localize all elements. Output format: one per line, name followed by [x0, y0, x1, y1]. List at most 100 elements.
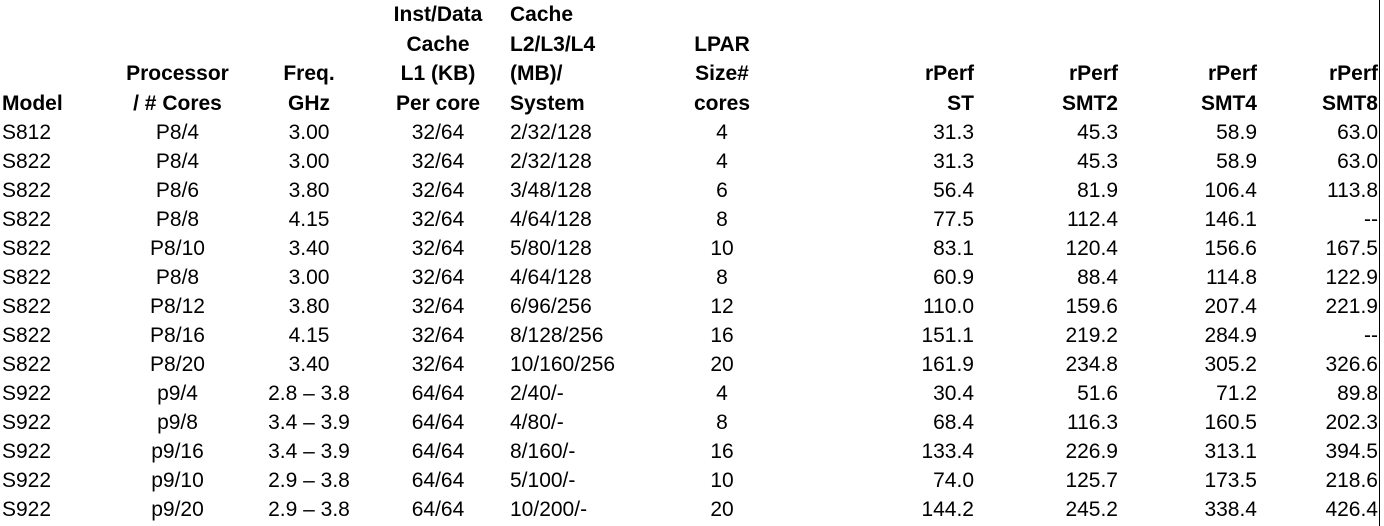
cell-cache[interactable]: 10/160/256: [510, 353, 616, 376]
cell-cache[interactable]: 6/96/256: [510, 295, 592, 318]
cell-smt4[interactable]: 114.8: [1206, 266, 1257, 289]
cell-smt2[interactable]: 45.3: [1077, 150, 1118, 173]
cell-smt8[interactable]: 63.0: [1337, 121, 1378, 144]
cell-processor[interactable]: p9/16: [151, 440, 204, 463]
cell-model[interactable]: S922: [2, 382, 52, 405]
cell-l1[interactable]: 32/64: [411, 295, 465, 318]
cell-smt8[interactable]: 63.0: [1337, 150, 1378, 173]
cell-smt2[interactable]: 226.9: [1065, 440, 1118, 463]
cell-processor[interactable]: p9/4: [157, 382, 198, 405]
cell-lpar[interactable]: 4: [716, 150, 728, 173]
cell-model[interactable]: S822: [2, 150, 52, 173]
cell-freq[interactable]: 2.9 – 3.8: [268, 498, 350, 521]
cell-lpar[interactable]: 8: [716, 411, 728, 434]
cell-lpar[interactable]: 4: [716, 121, 728, 144]
cell-smt8[interactable]: 394.5: [1325, 440, 1378, 463]
cell-l1[interactable]: 32/64: [411, 121, 465, 144]
cell-st[interactable]: 77.5: [933, 208, 974, 231]
cell-l1[interactable]: 32/64: [411, 208, 465, 231]
cell-st[interactable]: 30.4: [933, 382, 974, 405]
cell-st[interactable]: 31.3: [933, 121, 974, 144]
cell-cache[interactable]: 10/200/-: [510, 498, 588, 521]
cell-model[interactable]: S822: [2, 266, 52, 289]
cell-processor[interactable]: p9/10: [151, 469, 204, 492]
cell-smt2[interactable]: 88.4: [1077, 266, 1118, 289]
cell-l1[interactable]: 32/64: [411, 324, 465, 347]
cell-l1[interactable]: 64/64: [411, 469, 465, 492]
cell-model[interactable]: S822: [2, 208, 52, 231]
cell-cache[interactable]: 4/80/-: [510, 411, 564, 434]
cell-cache[interactable]: 2/40/-: [510, 382, 564, 405]
cell-smt2[interactable]: 45.3: [1077, 121, 1118, 144]
cell-l1[interactable]: 32/64: [411, 237, 465, 260]
cell-st[interactable]: 133.4: [921, 440, 974, 463]
cell-freq[interactable]: 4.15: [288, 208, 330, 231]
cell-smt8[interactable]: 218.6: [1325, 469, 1378, 492]
cell-freq[interactable]: 3.00: [288, 266, 330, 289]
cell-smt4[interactable]: 207.4: [1204, 295, 1257, 318]
cell-smt4[interactable]: 338.4: [1204, 498, 1257, 521]
cell-model[interactable]: S822: [2, 179, 52, 202]
cell-processor[interactable]: P8/10: [150, 237, 205, 260]
cell-smt2[interactable]: 234.8: [1065, 353, 1118, 376]
cell-freq[interactable]: 3.4 – 3.9: [268, 440, 350, 463]
cell-lpar[interactable]: 10: [710, 237, 734, 260]
cell-freq[interactable]: 3.40: [288, 237, 330, 260]
cell-smt8[interactable]: --: [1364, 208, 1378, 231]
cell-model[interactable]: S922: [2, 498, 52, 521]
cell-st[interactable]: 68.4: [933, 411, 974, 434]
cell-smt2[interactable]: 245.2: [1065, 498, 1118, 521]
cell-smt2[interactable]: 116.3: [1067, 411, 1118, 434]
cell-l1[interactable]: 32/64: [411, 150, 465, 173]
cell-l1[interactable]: 64/64: [411, 411, 465, 434]
cell-processor[interactable]: P8/8: [155, 208, 200, 231]
cell-lpar[interactable]: 10: [710, 469, 734, 492]
cell-cache[interactable]: 5/80/128: [510, 237, 592, 260]
cell-processor[interactable]: p9/20: [151, 498, 204, 521]
cell-smt8[interactable]: --: [1364, 324, 1378, 347]
cell-lpar[interactable]: 4: [716, 382, 728, 405]
cell-smt2[interactable]: 51.6: [1077, 382, 1118, 405]
cell-model[interactable]: S922: [2, 440, 52, 463]
cell-st[interactable]: 151.1: [921, 324, 974, 347]
cell-lpar[interactable]: 20: [710, 498, 734, 521]
cell-freq[interactable]: 3.80: [288, 179, 330, 202]
cell-cache[interactable]: 4/64/128: [510, 208, 592, 231]
cell-freq[interactable]: 3.00: [288, 121, 330, 144]
cell-st[interactable]: 56.4: [933, 179, 974, 202]
cell-l1[interactable]: 64/64: [411, 440, 465, 463]
cell-processor[interactable]: P8/20: [150, 353, 205, 376]
cell-st[interactable]: 144.2: [921, 498, 974, 521]
cell-model[interactable]: S822: [2, 237, 52, 260]
cell-lpar[interactable]: 16: [710, 440, 734, 463]
cell-lpar[interactable]: 8: [716, 266, 728, 289]
cell-smt4[interactable]: 156.6: [1204, 237, 1257, 260]
cell-processor[interactable]: P8/6: [155, 179, 200, 202]
cell-model[interactable]: S922: [2, 411, 52, 434]
cell-smt2[interactable]: 125.7: [1065, 469, 1118, 492]
cell-freq[interactable]: 3.00: [288, 150, 330, 173]
cell-smt8[interactable]: 426.4: [1325, 498, 1378, 521]
cell-l1[interactable]: 32/64: [411, 266, 465, 289]
cell-smt8[interactable]: 326.6: [1325, 353, 1378, 376]
cell-smt8[interactable]: 221.9: [1325, 295, 1378, 318]
cell-st[interactable]: 110.0: [923, 295, 974, 318]
cell-processor[interactable]: P8/4: [155, 121, 200, 144]
cell-smt4[interactable]: 160.5: [1204, 411, 1257, 434]
cell-cache[interactable]: 2/32/128: [510, 121, 592, 144]
cell-st[interactable]: 161.9: [921, 353, 974, 376]
cell-model[interactable]: S822: [2, 324, 52, 347]
cell-smt2[interactable]: 219.2: [1065, 324, 1118, 347]
cell-cache[interactable]: 2/32/128: [510, 150, 592, 173]
cell-processor[interactable]: P8/16: [150, 324, 205, 347]
cell-lpar[interactable]: 12: [710, 295, 734, 318]
cell-cache[interactable]: 8/160/-: [510, 440, 576, 463]
cell-smt4[interactable]: 58.9: [1216, 121, 1257, 144]
cell-model[interactable]: S812: [2, 121, 52, 144]
cell-cache[interactable]: 4/64/128: [510, 266, 592, 289]
cell-processor[interactable]: p9/8: [157, 411, 198, 434]
cell-freq[interactable]: 3.40: [288, 353, 330, 376]
cell-st[interactable]: 31.3: [933, 150, 974, 173]
cell-l1[interactable]: 64/64: [411, 382, 465, 405]
cell-smt2[interactable]: 159.6: [1065, 295, 1118, 318]
